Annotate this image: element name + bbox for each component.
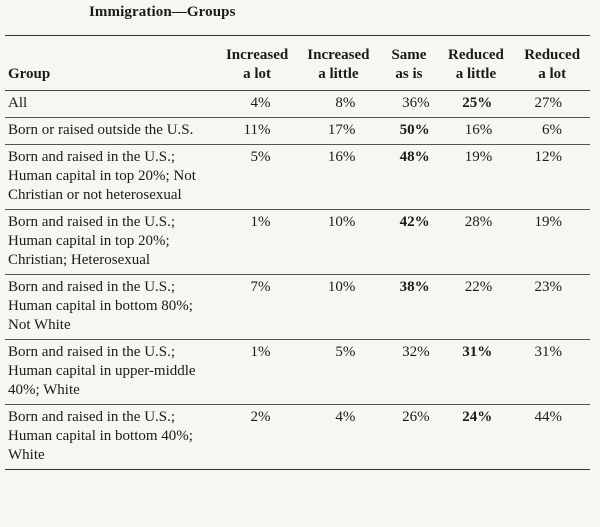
increased-a-little-cell: 10% xyxy=(327,279,356,295)
table-row: Born and raised in the U.S.; Human capit… xyxy=(5,275,590,340)
reduced-a-lot-cell: 12% xyxy=(534,149,563,165)
header-increased-a-lot-line1: Increased xyxy=(225,47,289,63)
increased-a-little-cell: 17% xyxy=(327,122,356,138)
increased-a-lot-cell: 1% xyxy=(250,214,271,230)
group-cell: All xyxy=(8,95,28,111)
header-increased-a-little-line2: a little xyxy=(318,66,359,82)
header-reduced-a-lot-line2: a lot xyxy=(538,66,567,82)
increased-a-lot-cell: 5% xyxy=(250,149,271,165)
header-reduced-a-lot-line1: Reduced xyxy=(524,47,581,63)
header-increased-a-lot: Increased a lot xyxy=(218,36,297,91)
reduced-a-little-cell: 22% xyxy=(464,279,493,295)
header-increased-a-lot-line2: a lot xyxy=(243,66,272,82)
header-same-as-is-line2: as is xyxy=(395,66,423,82)
group-cell: Born and raised in the U.S.; Human capit… xyxy=(8,149,196,203)
header-same-as-is-line1: Same xyxy=(391,47,427,63)
reduced-a-lot-cell: 23% xyxy=(534,279,563,295)
same-as-is-cell: 26% xyxy=(402,409,430,425)
increased-a-little-cell: 5% xyxy=(335,344,356,360)
increased-a-little-cell: 16% xyxy=(327,149,356,165)
table-row: All 4% 8% 36% 25% 27% xyxy=(5,91,590,118)
header-same-as-is: Same as is xyxy=(380,36,437,91)
increased-a-lot-cell: 7% xyxy=(250,279,271,295)
same-as-is-cell: 42% xyxy=(399,214,430,230)
same-as-is-cell: 50% xyxy=(399,122,430,138)
same-as-is-cell: 36% xyxy=(402,95,430,111)
reduced-a-little-cell: 28% xyxy=(464,214,493,230)
immigration-groups-table: Group Increased a lot Increased a little… xyxy=(5,35,590,470)
group-cell: Born or raised outside the U.S. xyxy=(8,122,194,138)
header-increased-a-little: Increased a little xyxy=(296,36,380,91)
header-group: Group xyxy=(8,66,51,82)
same-as-is-cell: 48% xyxy=(399,149,430,165)
reduced-a-little-cell: 16% xyxy=(464,122,493,138)
reduced-a-little-cell: 24% xyxy=(462,409,493,425)
table-row: Born and raised in the U.S.; Human capit… xyxy=(5,340,590,405)
same-as-is-cell: 32% xyxy=(402,344,430,360)
reduced-a-lot-cell: 6% xyxy=(542,122,562,138)
same-as-is-cell: 38% xyxy=(399,279,430,295)
table-body: All 4% 8% 36% 25% 27% Born or raised outside t… xyxy=(5,91,590,470)
table-row: Born and raised in the U.S.; Human capit… xyxy=(5,405,590,470)
reduced-a-little-cell: 31% xyxy=(462,344,493,360)
table-title: Immigration—Groups xyxy=(89,4,236,20)
increased-a-little-cell: 4% xyxy=(335,409,356,425)
reduced-a-little-cell: 25% xyxy=(462,95,493,111)
increased-a-lot-cell: 11% xyxy=(243,122,271,138)
table-header: Group Increased a lot Increased a little… xyxy=(5,35,590,91)
group-cell: Born and raised in the U.S.; Human capit… xyxy=(8,279,193,333)
increased-a-lot-cell: 1% xyxy=(250,344,271,360)
header-reduced-a-lot: Reduced a lot xyxy=(514,36,590,91)
reduced-a-lot-cell: 19% xyxy=(534,214,563,230)
table-row: Born and raised in the U.S.; Human capit… xyxy=(5,210,590,275)
reduced-a-lot-cell: 31% xyxy=(534,344,563,360)
table-row: Born or raised outside the U.S. 11% 17% 50%… xyxy=(5,118,590,145)
table-row: Born and raised in the U.S.; Human capit… xyxy=(5,145,590,210)
increased-a-lot-cell: 4% xyxy=(250,95,271,111)
reduced-a-lot-cell: 44% xyxy=(534,409,563,425)
group-cell: Born and raised in the U.S.; Human capit… xyxy=(8,214,176,268)
increased-a-little-cell: 8% xyxy=(335,95,356,111)
group-cell: Born and raised in the U.S.; Human capit… xyxy=(8,344,196,398)
header-increased-a-little-line1: Increased xyxy=(307,47,370,63)
header-reduced-a-little: Reduced a little xyxy=(438,36,515,91)
group-cell: Born and raised in the U.S.; Human capit… xyxy=(8,409,193,463)
header-reduced-a-little-line1: Reduced xyxy=(448,47,504,63)
reduced-a-little-cell: 19% xyxy=(464,149,493,165)
reduced-a-lot-cell: 27% xyxy=(534,95,563,111)
increased-a-little-cell: 10% xyxy=(327,214,356,230)
header-row: Group Increased a lot Increased a little… xyxy=(5,35,590,91)
header-reduced-a-little-line2: a little xyxy=(455,66,497,82)
increased-a-lot-cell: 2% xyxy=(250,409,271,425)
